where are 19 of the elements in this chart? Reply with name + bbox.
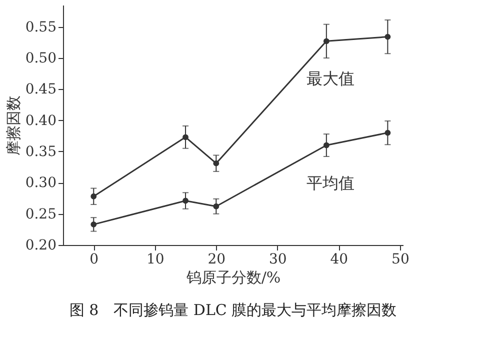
x-tick-label: 50 bbox=[392, 252, 410, 268]
y-tick-label: 0.50 bbox=[25, 50, 56, 66]
caption: 图 8 不同掺钨量 DLC 膜的最大与平均摩擦因数 bbox=[69, 301, 397, 319]
x-axis-title: 钨原子分数/% bbox=[185, 268, 281, 286]
y-tick-label: 0.25 bbox=[25, 206, 56, 222]
x-tick-label: 0 bbox=[90, 252, 99, 268]
x-tick-label: 40 bbox=[330, 252, 348, 268]
y-tick-label: 0.55 bbox=[25, 19, 56, 36]
y-tick-label: 0.35 bbox=[25, 144, 56, 160]
y-tick-label: 0.30 bbox=[25, 175, 56, 192]
x-tick-label: 10 bbox=[146, 252, 164, 268]
x-tick-label: 30 bbox=[269, 252, 287, 268]
y-tick-label: 0.40 bbox=[25, 112, 56, 129]
y-tick-label: 0.20 bbox=[25, 238, 56, 254]
series-label: 平均值 bbox=[306, 173, 354, 192]
y-tick-label: 0.45 bbox=[25, 82, 56, 98]
y-axis-title: 摩擦因数 bbox=[4, 96, 22, 156]
x-tick-label: 20 bbox=[208, 252, 226, 268]
series-label: 最大值 bbox=[306, 69, 354, 88]
